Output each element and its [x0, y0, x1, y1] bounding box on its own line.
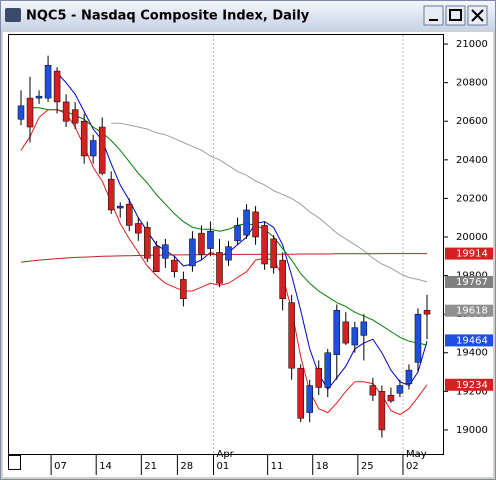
- price-marker-label: 19464: [456, 335, 488, 346]
- candle-body: [225, 246, 232, 261]
- candle-body: [414, 313, 422, 363]
- candle-body: [333, 310, 341, 355]
- month-label: May: [406, 449, 427, 460]
- y-tick-label: 21000: [456, 39, 488, 50]
- candle-body: [252, 211, 259, 238]
- candle-body: [135, 223, 142, 234]
- candle-body: [279, 259, 286, 299]
- x-tick-label: 25: [361, 461, 374, 472]
- candle-body: [207, 230, 214, 249]
- x-tick-label: 21: [144, 461, 157, 472]
- indicator-line: [30, 107, 428, 346]
- x-tick-label: 01: [216, 461, 229, 472]
- candle-body: [423, 310, 431, 315]
- candle-body: [62, 101, 70, 122]
- candle-body: [89, 140, 97, 157]
- price-marker-label: 19618: [456, 306, 488, 317]
- indicator-line: [20, 109, 428, 416]
- candle-body: [297, 367, 304, 419]
- y-tick-label: 20200: [456, 193, 488, 204]
- title-bar: [1, 1, 495, 31]
- y-tick-label: 19400: [456, 348, 488, 359]
- candle-body: [80, 120, 88, 157]
- price-marker: [445, 378, 493, 391]
- y-tick-label: 20000: [456, 232, 488, 243]
- y-tick-label: 19000: [456, 425, 488, 436]
- candle-body: [270, 238, 277, 269]
- candle-body: [153, 246, 160, 272]
- indicator-line: [20, 253, 427, 263]
- candle-body: [216, 252, 223, 284]
- candle-body: [288, 302, 295, 369]
- candle-body: [351, 327, 359, 346]
- maximize-button[interactable]: [445, 5, 466, 26]
- candle-body: [17, 105, 25, 120]
- candle-body: [44, 65, 52, 99]
- indicator-line: [56, 72, 428, 391]
- candle-body: [162, 244, 169, 259]
- indicator-line: [111, 122, 428, 283]
- candle-body: [342, 321, 350, 344]
- candle-body: [378, 391, 386, 431]
- month-label: Apr: [216, 449, 234, 460]
- candle-body: [396, 385, 404, 394]
- price-marker-label: 19914: [456, 249, 488, 260]
- window-title: NQC5 - Nasdaq Composite Index, Daily: [26, 9, 310, 24]
- y-tick-label: 20800: [456, 78, 488, 89]
- candle-body: [360, 321, 368, 336]
- candle-body: [387, 394, 395, 402]
- candle-body: [71, 109, 79, 124]
- x-tick-label: 07: [54, 461, 67, 472]
- price-marker: [445, 275, 493, 288]
- candle-body: [144, 227, 151, 259]
- candle-body: [53, 70, 61, 103]
- y-tick-label: 19200: [456, 386, 488, 397]
- candle-body: [261, 225, 268, 265]
- close-button[interactable]: [467, 5, 488, 26]
- candle-body: [369, 385, 377, 396]
- candle-body: [35, 95, 43, 99]
- candle-body: [315, 367, 322, 388]
- candle-body: [116, 205, 124, 209]
- candle-body: [198, 232, 205, 255]
- candle-body: [180, 279, 187, 299]
- corner-box: [8, 455, 21, 470]
- candle-body: [234, 225, 241, 242]
- app-icon: [5, 8, 21, 22]
- price-marker-label: 19234: [456, 380, 488, 391]
- candle-body: [107, 178, 115, 211]
- y-tick-label: 20400: [456, 155, 488, 166]
- candle-body: [126, 203, 133, 226]
- x-tick-label: 28: [180, 461, 193, 472]
- minimize-button[interactable]: [423, 5, 444, 26]
- candle-body: [98, 126, 106, 174]
- candle-body: [243, 209, 250, 236]
- candle-body: [405, 369, 413, 384]
- price-marker: [445, 304, 493, 317]
- x-tick-label: 18: [316, 461, 329, 472]
- plot-frame: [8, 34, 444, 455]
- candle-body: [26, 97, 34, 128]
- price-marker-label: 19767: [456, 277, 488, 288]
- x-tick-label: 11: [271, 461, 284, 472]
- x-tick-label: 14: [99, 461, 112, 472]
- price-marker: [445, 334, 493, 347]
- candle-body: [324, 352, 332, 388]
- price-marker: [445, 247, 493, 260]
- candle-body: [189, 238, 196, 267]
- y-tick-label: 20600: [456, 116, 488, 127]
- candle-body: [306, 385, 313, 413]
- candle-body: [171, 259, 178, 272]
- x-tick-label: 02: [406, 461, 419, 472]
